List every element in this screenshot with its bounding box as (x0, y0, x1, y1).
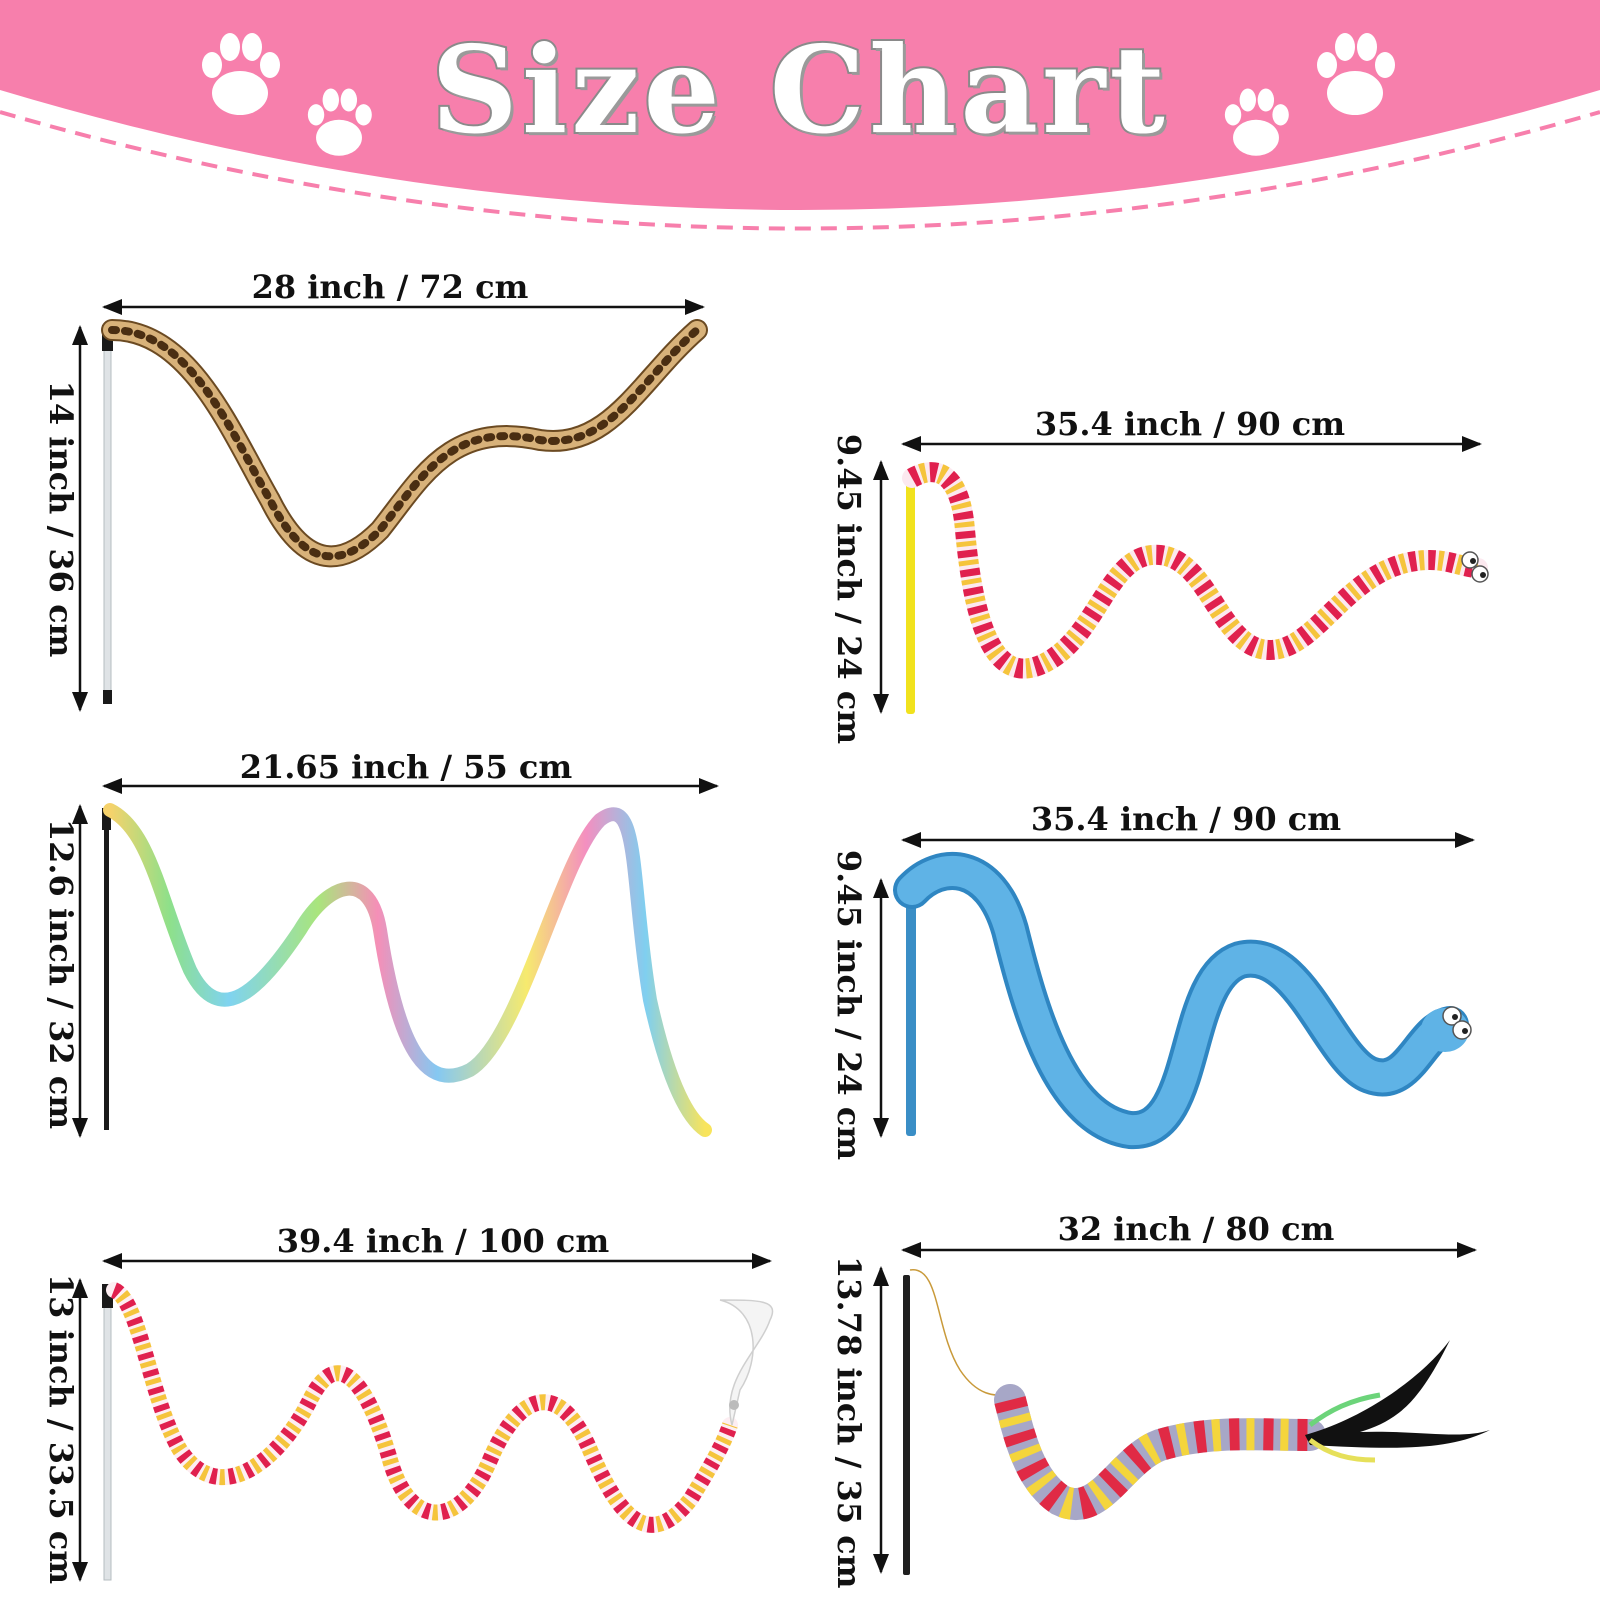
width-label: 39.4 inch / 100 cm (276, 1222, 610, 1260)
rainbow-ribbon-wand (72, 778, 719, 1138)
header-banner (0, 0, 1600, 231)
striped-worm-wand (873, 436, 1489, 714)
height-label: 14 inch / 36 cm (42, 380, 80, 658)
height-label: 12.6 inch / 32 cm (42, 818, 80, 1130)
height-label: 13.78 inch / 35 cm (830, 1256, 868, 1589)
width-label: 35.4 inch / 90 cm (1034, 405, 1346, 443)
width-label: 28 inch / 72 cm (251, 268, 529, 306)
caterpillar-feather-wand (873, 1242, 1490, 1575)
paw-icon (307, 88, 372, 156)
width-label: 32 inch / 80 cm (1057, 1210, 1335, 1248)
page-title: Size Chart (429, 18, 1169, 163)
paw-icon (1317, 33, 1395, 115)
paw-icon (1224, 88, 1289, 156)
height-label: 13 inch / 33.5 cm (42, 1273, 80, 1585)
striped-feather-wand (72, 1253, 774, 1582)
leopard-wand (72, 299, 708, 712)
width-label: 35.4 inch / 90 cm (1030, 800, 1342, 838)
height-label: 9.45 inch / 24 cm (830, 433, 868, 745)
width-label: 21.65 inch / 55 cm (239, 748, 573, 786)
paw-icon (202, 33, 280, 115)
blue-worm-wand (873, 832, 1475, 1149)
height-label: 9.45 inch / 24 cm (830, 849, 868, 1161)
